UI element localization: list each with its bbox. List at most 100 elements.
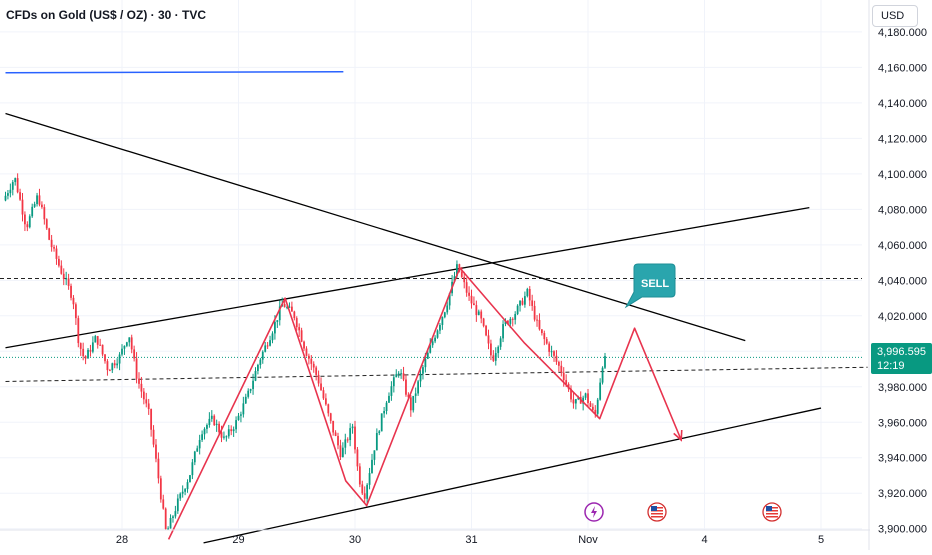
time-axis[interactable]: 28 29 30 31 Nov 4 5 <box>0 529 870 546</box>
candle-up <box>477 311 480 315</box>
candle-up <box>259 359 262 365</box>
price-tick-label: 3,980.000 <box>878 382 927 394</box>
sell-bubble-shape[interactable] <box>624 263 676 309</box>
candle-down <box>490 343 492 356</box>
price-tick-label: 4,040.000 <box>878 275 927 287</box>
us-flag-event-icon[interactable] <box>762 502 782 522</box>
candle-up <box>397 373 400 375</box>
candle-up <box>179 493 182 499</box>
candle-down <box>113 363 116 366</box>
last-price-tag: 3,996.595 12:19 <box>871 343 932 374</box>
zigzag-drawings[interactable] <box>167 267 683 540</box>
candle-down <box>305 348 308 356</box>
candle-down <box>409 397 412 411</box>
candle-down <box>511 318 514 320</box>
candle-down <box>135 358 138 379</box>
candle-up <box>94 336 97 343</box>
candle-up <box>514 314 517 320</box>
price-axis[interactable]: 4,180.000 4,160.000 4,140.000 4,120.000 4,10… <box>868 0 927 550</box>
candle-down <box>329 413 332 421</box>
candle-down <box>594 409 597 414</box>
candle-down <box>405 379 407 395</box>
candle-down <box>555 355 558 362</box>
candle-up <box>351 426 354 429</box>
date-tick-label: 28 <box>116 534 128 546</box>
candle-down <box>533 305 536 320</box>
candle-down <box>164 508 167 529</box>
candle-up <box>400 373 403 375</box>
candle-up <box>36 195 38 205</box>
candle-down <box>79 343 82 349</box>
candle-down <box>553 351 555 356</box>
candle-up <box>11 182 14 190</box>
price-tick-label: 4,160.000 <box>878 62 927 74</box>
candle-down <box>152 429 155 445</box>
date-tick-label: Nov <box>578 534 598 546</box>
candle-down <box>465 282 468 293</box>
candle-down <box>70 285 72 298</box>
candle-down <box>548 343 551 352</box>
candle-up <box>417 381 420 394</box>
candle-down <box>84 356 87 359</box>
candle-down <box>303 341 305 349</box>
candle-down <box>150 409 153 430</box>
candle-down <box>545 339 548 344</box>
candle-up <box>65 278 68 280</box>
candle-down <box>300 330 303 342</box>
trend-drawings[interactable] <box>0 70 868 544</box>
candle-down <box>96 336 99 345</box>
candle-down <box>293 311 296 319</box>
candle-down <box>324 398 327 405</box>
candle-up <box>604 356 606 368</box>
candle-up <box>118 354 121 364</box>
candle-up <box>439 324 441 331</box>
price-tick-label: 4,060.000 <box>878 240 927 252</box>
candle-down <box>89 349 92 352</box>
candle-up <box>380 413 383 432</box>
candle-down <box>48 228 51 240</box>
sell-annotation[interactable]: SELL <box>624 263 676 309</box>
candle-down <box>334 432 337 436</box>
candle-down <box>317 374 320 384</box>
candle-up <box>375 433 378 451</box>
candle-down <box>463 276 466 283</box>
candle-up <box>191 462 194 476</box>
event-markers[interactable] <box>584 502 782 522</box>
candle-up <box>373 450 376 460</box>
price-tick-label: 4,100.000 <box>878 169 927 181</box>
candle-down <box>62 273 65 280</box>
candle-up <box>206 424 208 429</box>
candle-up <box>4 195 7 201</box>
candle-down <box>327 404 330 414</box>
candle-up <box>378 431 381 434</box>
candle-down <box>142 391 145 400</box>
candle-down <box>74 304 77 319</box>
candle-up <box>235 420 237 430</box>
candle-down <box>230 429 233 432</box>
candle-up <box>240 414 242 416</box>
candle-down <box>540 329 543 334</box>
candle-up <box>223 436 225 438</box>
candle-up <box>189 475 191 483</box>
sell-label: SELL <box>641 278 669 290</box>
candle-down <box>57 258 60 266</box>
candle-down <box>82 348 85 357</box>
candle-up <box>509 318 512 324</box>
candle-up <box>247 390 250 397</box>
lightning-event-icon[interactable] <box>584 502 604 522</box>
candle-up <box>184 489 187 492</box>
candle-down <box>402 373 405 380</box>
candle-up <box>286 306 288 308</box>
us-flag-event-icon[interactable] <box>647 502 667 522</box>
candle-down <box>72 297 75 305</box>
currency-selector[interactable]: USD <box>872 5 918 27</box>
candle-up <box>257 364 259 371</box>
price-tick-label: 4,180.000 <box>878 27 927 39</box>
candle-up <box>288 306 291 308</box>
candle-up <box>499 338 502 347</box>
candle-up <box>448 293 451 306</box>
candle-down <box>322 390 325 399</box>
candle-up <box>7 193 9 196</box>
